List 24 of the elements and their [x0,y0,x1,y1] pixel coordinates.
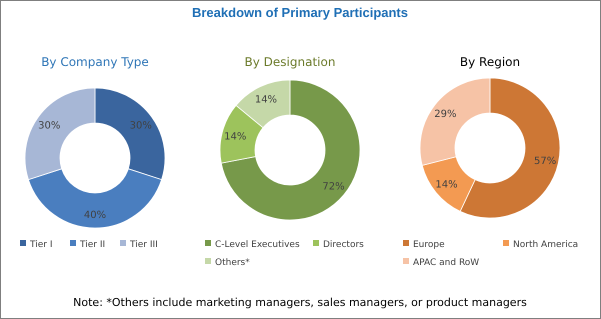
data-label: 30% [130,120,152,132]
data-label: 57% [534,156,556,167]
data-label: 14% [435,180,458,191]
data-label: 14% [224,131,246,142]
legend-label: Others* [215,258,250,268]
text: Breakdown of Primary Participants [192,5,408,20]
chart-title: By Company Type [41,55,149,69]
legend-label: Tier I [29,240,52,250]
legend-label: Tier III [129,240,158,250]
data-label: 29% [434,108,456,120]
data-label: 30% [38,120,60,132]
donut-slice [220,80,360,220]
legend-label: APAC and RoW [413,258,480,268]
data-label: 14% [254,94,278,106]
legend-label: C-Level Executives [215,240,300,250]
legend-label: North America [513,240,578,250]
legend-label: Directors [323,240,364,250]
text: Note: *Others include marketing managers, sales managers, or product managers [73,296,528,309]
legend-label: Europe [413,240,446,250]
data-label: 40% [84,210,106,221]
chart-title: By Region [460,55,520,69]
legend-label: Tier II [79,240,106,250]
data-label: 72% [322,182,345,193]
chart-title: By Designation [244,55,336,69]
